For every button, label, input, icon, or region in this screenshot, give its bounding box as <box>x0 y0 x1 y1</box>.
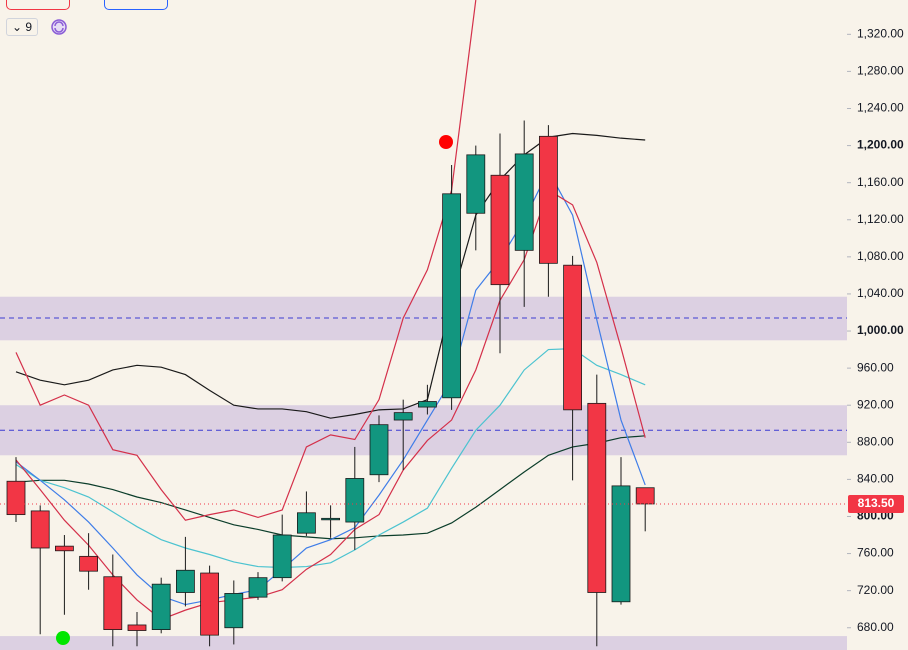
candle-body <box>539 135 558 264</box>
y-tick-label: 1,080.00 <box>857 249 904 263</box>
y-tick-label: 920.00 <box>857 397 894 411</box>
candle-body <box>224 593 244 629</box>
y-tick-label: 1,320.00 <box>857 26 904 40</box>
candle-body <box>393 412 413 421</box>
y-tick-label: 1,000.00 <box>857 323 904 337</box>
indicator-line <box>15 348 646 569</box>
indicator-line <box>15 0 477 521</box>
candle-body <box>296 512 316 534</box>
candle-body <box>466 154 486 214</box>
candle-body <box>514 153 534 251</box>
last-price-label: 813.50 <box>858 496 895 510</box>
candle-body <box>635 487 655 505</box>
indicator-line <box>15 435 646 540</box>
candle-body <box>127 624 147 631</box>
candle-body <box>30 510 50 549</box>
candle-body <box>175 569 195 593</box>
candle-body <box>417 401 437 408</box>
y-tick-label: 1,040.00 <box>857 286 904 300</box>
candle-body <box>563 264 582 411</box>
candle-body <box>321 517 341 521</box>
y-tick-label: 1,280.00 <box>857 64 904 78</box>
candle-body <box>611 485 631 603</box>
signal-dot <box>439 135 453 149</box>
signal-dot <box>56 631 70 645</box>
y-tick-label: 1,200.00 <box>857 138 904 152</box>
refresh-icon[interactable] <box>50 18 68 36</box>
candle-body <box>79 555 98 572</box>
y-tick-label: 1,120.00 <box>857 212 904 226</box>
y-tick-label: 880.00 <box>857 434 894 448</box>
y-tick-label: 720.00 <box>857 583 894 597</box>
candle-body <box>248 577 268 598</box>
candle-body <box>490 174 510 286</box>
buy-button[interactable] <box>104 0 168 10</box>
candle-body <box>369 424 389 476</box>
price-axis: 680.00720.00760.00800.00840.00880.00920.… <box>847 26 904 634</box>
interval-select[interactable]: ⌄ 9 <box>6 18 39 36</box>
y-tick-label: 1,240.00 <box>857 101 904 115</box>
candle-body <box>55 545 74 552</box>
candle-body <box>442 193 462 399</box>
candle-body <box>272 534 292 579</box>
y-tick-label: 840.00 <box>857 472 894 486</box>
y-tick-label: 960.00 <box>857 360 894 374</box>
plot-area <box>0 0 847 650</box>
candle-body <box>345 478 365 523</box>
candle-body <box>6 480 26 516</box>
y-tick-label: 680.00 <box>857 620 894 634</box>
last-price-box <box>848 494 904 513</box>
interval-label: 9 <box>25 20 33 34</box>
y-tick-label: 760.00 <box>857 546 894 560</box>
toolbar: ⌄ 9 <box>6 18 68 36</box>
candle-body <box>103 576 123 631</box>
candle-body <box>151 583 171 631</box>
candle-body <box>587 402 607 593</box>
sell-button[interactable] <box>6 0 70 10</box>
y-tick-label: 1,160.00 <box>857 175 904 189</box>
zone <box>0 636 847 650</box>
candle-body <box>200 572 220 636</box>
